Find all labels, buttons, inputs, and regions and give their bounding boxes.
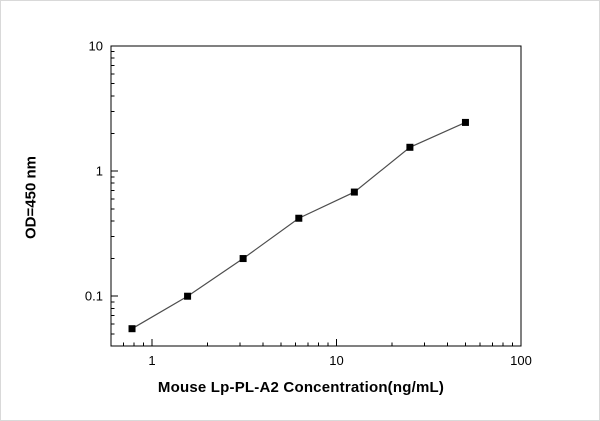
svg-text:1: 1 (96, 164, 103, 179)
svg-text:1: 1 (148, 353, 155, 368)
x-axis-label: Mouse Lp-PL-A2 Concentration(ng/mL) (157, 379, 445, 396)
y-axis-label: OD=450 nm (22, 156, 40, 239)
svg-text:10: 10 (329, 353, 343, 368)
svg-text:10: 10 (89, 39, 103, 54)
svg-text:0.1: 0.1 (85, 289, 103, 304)
svg-text:100: 100 (510, 353, 532, 368)
